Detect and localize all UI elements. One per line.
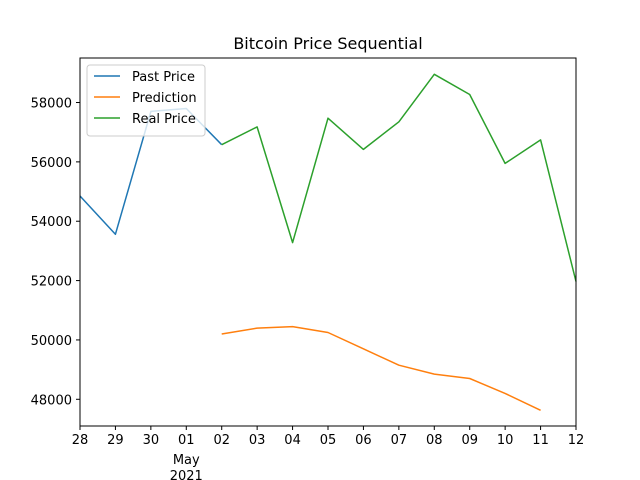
y-tick-label: 54000 <box>31 215 72 230</box>
chart-title: Bitcoin Price Sequential <box>233 34 422 53</box>
x-tick-label: 05 <box>320 433 337 448</box>
y-tick-label: 58000 <box>31 97 72 112</box>
x-tick-label: 12 <box>568 433 585 448</box>
x-tick-label: 03 <box>249 433 266 448</box>
x-tick-label: 01 <box>178 433 195 448</box>
legend-label-real-price: Real Price <box>132 112 196 127</box>
x-tick-label: 08 <box>426 433 443 448</box>
x-tick-label: 11 <box>532 433 549 448</box>
y-tick-label: 56000 <box>31 156 72 171</box>
legend: Past Price Prediction Real Price <box>86 64 206 137</box>
x-tick-label: 29 <box>107 433 124 448</box>
x-tick-sublabel: May <box>173 453 200 468</box>
series-line-prediction <box>221 325 541 411</box>
y-tick-label: 52000 <box>31 275 72 290</box>
y-axis: 48000 50000 52000 54000 56000 58000 <box>31 97 80 408</box>
legend-label-prediction: Prediction <box>132 91 197 106</box>
x-tick-label: 07 <box>391 433 408 448</box>
y-tick-label: 50000 <box>31 334 72 349</box>
series-line-real-price <box>221 73 577 282</box>
x-tick-label: 02 <box>213 433 230 448</box>
x-tick-label: 28 <box>72 433 89 448</box>
y-tick-label: 48000 <box>31 393 72 408</box>
x-tick-sublabel: 2021 <box>170 469 203 480</box>
x-tick-label: 04 <box>284 433 301 448</box>
x-tick-label: 30 <box>143 433 160 448</box>
legend-label-past-price: Past Price <box>132 70 195 85</box>
x-tick-label: 10 <box>497 433 514 448</box>
x-tick-label: 06 <box>355 433 372 448</box>
x-tick-label: 09 <box>461 433 478 448</box>
